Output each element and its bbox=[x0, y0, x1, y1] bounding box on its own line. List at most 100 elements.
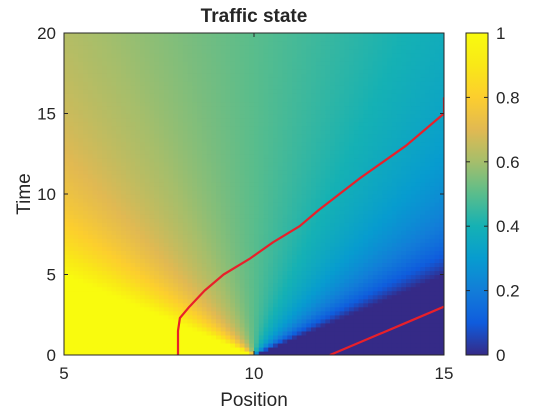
heatmap-cell bbox=[216, 262, 222, 268]
heatmap-cell bbox=[97, 198, 103, 203]
heatmap-cell bbox=[263, 177, 269, 183]
heatmap-cell bbox=[334, 117, 341, 123]
heatmap-cell bbox=[311, 157, 317, 163]
heatmap-cell bbox=[425, 230, 431, 235]
heatmap-cell bbox=[301, 198, 307, 203]
heatmap-cell bbox=[168, 342, 174, 348]
heatmap-cell bbox=[382, 169, 388, 175]
heatmap-cell bbox=[358, 246, 364, 251]
heatmap-cell bbox=[330, 266, 336, 272]
heatmap-cell bbox=[406, 306, 412, 312]
heatmap-cell bbox=[244, 234, 250, 239]
heatmap-cell bbox=[102, 173, 108, 179]
heatmap-cell bbox=[358, 274, 364, 280]
heatmap-cell bbox=[301, 185, 307, 191]
heatmap-cell bbox=[273, 350, 279, 355]
heatmap-cell bbox=[410, 294, 417, 300]
heatmap-cell bbox=[64, 270, 70, 276]
heatmap-cell bbox=[97, 161, 103, 167]
heatmap-cell bbox=[353, 145, 360, 151]
heatmap-cell bbox=[220, 214, 227, 219]
heatmap-cell bbox=[192, 210, 198, 215]
heatmap-cell bbox=[197, 314, 203, 320]
heatmap-cell bbox=[263, 266, 269, 272]
heatmap-cell bbox=[391, 234, 398, 239]
heatmap-cell bbox=[320, 250, 326, 255]
heatmap-cell bbox=[296, 121, 303, 127]
heatmap-cell bbox=[102, 129, 108, 135]
heatmap-cell bbox=[282, 129, 288, 135]
heatmap-cell bbox=[83, 202, 89, 207]
heatmap-cell bbox=[178, 194, 184, 199]
heatmap-cell bbox=[178, 282, 184, 288]
heatmap-cell bbox=[235, 334, 241, 340]
heatmap-cell bbox=[277, 330, 284, 336]
heatmap-cell bbox=[254, 254, 260, 259]
heatmap-cell bbox=[130, 109, 136, 115]
heatmap-cell bbox=[330, 230, 336, 235]
heatmap-cell bbox=[206, 338, 212, 344]
heatmap-cell bbox=[387, 278, 393, 284]
heatmap-cell bbox=[68, 181, 75, 187]
heatmap-cell bbox=[387, 290, 393, 296]
heatmap-cell bbox=[68, 310, 75, 316]
heatmap-cell bbox=[102, 157, 108, 163]
heatmap-cell bbox=[296, 173, 303, 179]
heatmap-cell bbox=[144, 161, 151, 167]
heatmap-cell bbox=[401, 105, 407, 111]
heatmap-cell bbox=[173, 334, 179, 340]
heatmap-cell bbox=[87, 145, 94, 151]
heatmap-cell bbox=[87, 218, 94, 223]
heatmap-cell bbox=[68, 298, 75, 304]
heatmap-cell bbox=[159, 189, 165, 195]
heatmap-cell bbox=[68, 314, 75, 320]
heatmap-cell bbox=[197, 189, 203, 195]
heatmap-cell bbox=[163, 254, 170, 259]
heatmap-cell bbox=[249, 141, 255, 147]
heatmap-cell bbox=[235, 266, 241, 272]
heatmap-cell bbox=[135, 230, 141, 235]
heatmap-cell bbox=[182, 314, 189, 320]
heatmap-cell bbox=[406, 169, 412, 175]
heatmap-cell bbox=[406, 129, 412, 135]
heatmap-cell bbox=[358, 206, 364, 211]
heatmap-cell bbox=[144, 242, 151, 247]
heatmap-cell bbox=[216, 101, 222, 107]
heatmap-cell bbox=[92, 306, 98, 312]
heatmap-cell bbox=[339, 173, 345, 179]
heatmap-cell bbox=[102, 181, 108, 187]
heatmap-cell bbox=[244, 330, 250, 336]
heatmap-cell bbox=[296, 157, 303, 163]
heatmap-cell bbox=[258, 145, 265, 151]
heatmap-cell bbox=[410, 226, 417, 231]
heatmap-cell bbox=[87, 266, 94, 272]
heatmap-cell bbox=[391, 286, 398, 292]
heatmap-cell bbox=[192, 149, 198, 155]
heatmap-cell bbox=[116, 105, 122, 111]
heatmap-cell bbox=[235, 286, 241, 292]
heatmap-cell bbox=[410, 141, 417, 147]
heatmap-cell bbox=[330, 125, 336, 131]
heatmap-cell bbox=[344, 302, 350, 308]
heatmap-cell bbox=[429, 125, 436, 131]
heatmap-cell bbox=[87, 242, 94, 247]
heatmap-cell bbox=[235, 230, 241, 235]
heatmap-cell bbox=[277, 173, 284, 179]
heatmap-cell bbox=[83, 254, 89, 259]
heatmap-cell bbox=[125, 318, 132, 324]
heatmap-cell bbox=[382, 310, 388, 316]
heatmap-cell bbox=[273, 282, 279, 288]
heatmap-cell bbox=[244, 294, 250, 300]
heatmap-cell bbox=[401, 157, 407, 163]
heatmap-cell bbox=[425, 306, 431, 312]
heatmap-cell bbox=[163, 250, 170, 255]
heatmap-cell bbox=[130, 137, 136, 143]
heatmap-cell bbox=[439, 153, 444, 159]
heatmap-cell bbox=[140, 258, 146, 264]
heatmap-cell bbox=[159, 133, 165, 139]
heatmap-cell bbox=[306, 338, 312, 344]
heatmap-cell bbox=[220, 169, 227, 175]
heatmap-cell bbox=[349, 258, 355, 264]
heatmap-cell bbox=[439, 318, 444, 324]
heatmap-cell bbox=[225, 121, 231, 127]
